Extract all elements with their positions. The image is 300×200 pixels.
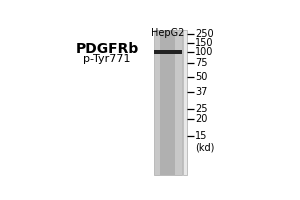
Text: 75: 75 (195, 58, 208, 68)
Bar (154, 30, 182, 175)
Text: 37: 37 (195, 87, 208, 97)
Text: PDGFRb: PDGFRb (76, 42, 139, 56)
Bar (154, 50, 182, 54)
Text: 250: 250 (195, 29, 214, 39)
Text: 20: 20 (195, 114, 208, 124)
Text: 50: 50 (195, 72, 208, 82)
Text: (kd): (kd) (195, 142, 214, 152)
Text: 25: 25 (195, 104, 208, 114)
Text: HepG2: HepG2 (151, 28, 184, 38)
Bar (183, 30, 188, 175)
Text: 15: 15 (195, 131, 208, 141)
Text: p-Tyr771: p-Tyr771 (83, 54, 131, 64)
Text: 100: 100 (195, 47, 214, 57)
Bar (160, 30, 176, 175)
Text: 150: 150 (195, 38, 214, 48)
